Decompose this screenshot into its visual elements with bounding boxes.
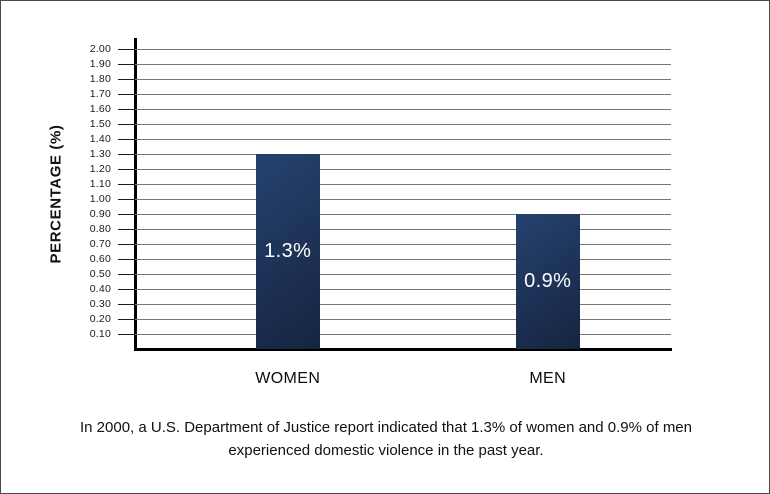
y-tick-1.30	[118, 153, 135, 155]
y-tick-label-1.70: 1.70	[89, 87, 111, 100]
gridline-1.30	[135, 153, 671, 155]
y-axis-title: PERCENTAGE (%)	[47, 124, 65, 264]
x-axis-line	[134, 348, 672, 351]
y-tick-2.00	[118, 48, 135, 50]
y-tick-1.10	[118, 183, 135, 185]
x-category-label-men: MEN	[529, 370, 567, 387]
y-tick-0.90	[118, 213, 135, 215]
y-tick-label-0.20: 0.20	[89, 312, 111, 325]
gridline-0.20	[135, 318, 671, 320]
gridline-0.50	[135, 273, 671, 275]
gridline-2.00	[135, 48, 671, 50]
gridline-1.50	[135, 123, 671, 125]
gridline-0.70	[135, 243, 671, 245]
y-tick-label-1.80: 1.80	[89, 72, 111, 85]
y-tick-1.70	[118, 93, 135, 95]
caption: In 2000, a U.S. Department of Justice re…	[1, 416, 769, 462]
y-tick-label-0.50: 0.50	[89, 267, 111, 280]
y-tick-1.20	[118, 168, 135, 170]
y-tick-label-0.80: 0.80	[89, 222, 111, 235]
gridline-0.10	[135, 333, 671, 335]
bar-men: 0.9%	[515, 214, 580, 349]
y-tick-label-1.20: 1.20	[89, 162, 111, 175]
y-tick-label-1.10: 1.10	[89, 177, 111, 190]
y-tick-0.50	[118, 273, 135, 275]
gridline-1.70	[135, 93, 671, 95]
y-axis-line	[134, 38, 137, 351]
y-tick-0.60	[118, 258, 135, 260]
y-tick-label-0.90: 0.90	[89, 207, 111, 220]
gridline-1.60	[135, 108, 671, 110]
caption-line-2: experienced domestic violence in the pas…	[228, 442, 544, 459]
y-tick-label-0.30: 0.30	[89, 297, 111, 310]
gridline-0.40	[135, 288, 671, 290]
y-tick-label-2.00: 2.00	[89, 42, 111, 55]
gridline-1.10	[135, 183, 671, 185]
y-tick-1.90	[118, 63, 135, 65]
bar-women: 1.3%	[255, 154, 320, 349]
y-tick-1.40	[118, 138, 135, 140]
y-tick-label-0.40: 0.40	[89, 282, 111, 295]
y-tick-label-1.50: 1.50	[89, 117, 111, 130]
y-tick-1.60	[118, 108, 135, 110]
gridline-0.30	[135, 303, 671, 305]
y-tick-label-0.60: 0.60	[89, 252, 111, 265]
y-tick-label-1.90: 1.90	[89, 57, 111, 70]
x-category-label-women: WOMEN	[255, 370, 321, 387]
gridline-1.90	[135, 63, 671, 65]
y-tick-0.70	[118, 243, 135, 245]
y-tick-0.30	[118, 303, 135, 305]
bar-value-label-men: 0.9%	[524, 270, 572, 292]
y-tick-0.20	[118, 318, 135, 320]
gridline-0.60	[135, 258, 671, 260]
gridline-0.80	[135, 228, 671, 230]
y-tick-0.10	[118, 333, 135, 335]
y-tick-label-0.70: 0.70	[89, 237, 111, 250]
gridline-1.80	[135, 78, 671, 80]
gridline-1.00	[135, 198, 671, 200]
y-tick-1.80	[118, 78, 135, 80]
y-tick-label-1.40: 1.40	[89, 132, 111, 145]
gridline-1.40	[135, 138, 671, 140]
y-tick-1.50	[118, 123, 135, 125]
y-tick-1.00	[118, 198, 135, 200]
bar-value-label-women: 1.3%	[264, 240, 312, 262]
gridline-1.20	[135, 168, 671, 170]
y-tick-label-1.60: 1.60	[89, 102, 111, 115]
gridline-0.90	[135, 213, 671, 215]
y-tick-0.80	[118, 228, 135, 230]
y-tick-0.40	[118, 288, 135, 290]
y-tick-label-1.00: 1.00	[89, 192, 111, 205]
y-tick-label-0.10: 0.10	[89, 327, 111, 340]
y-tick-label-1.30: 1.30	[89, 147, 111, 160]
caption-line-1: In 2000, a U.S. Department of Justice re…	[79, 419, 692, 436]
